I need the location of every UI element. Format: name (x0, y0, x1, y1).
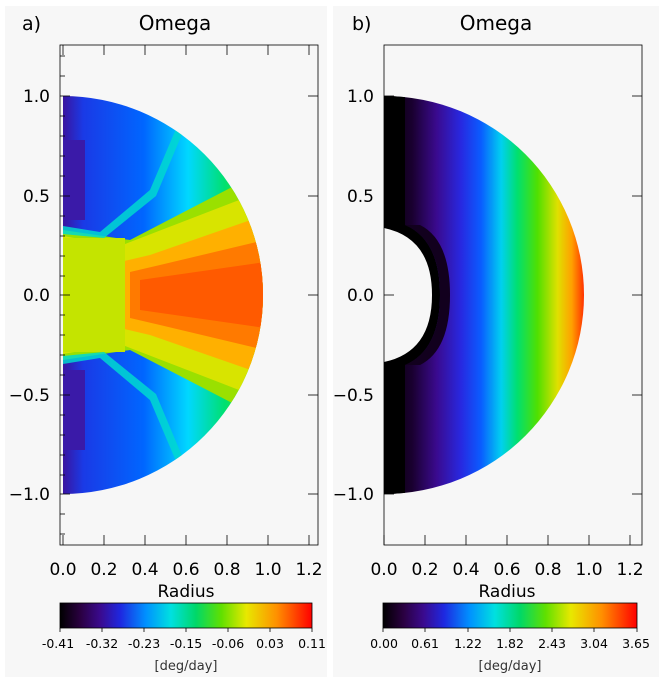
panel-a-colorbar-label: -0.15 (170, 636, 202, 651)
panel-b-x-ticks (383, 535, 631, 545)
panel-b-ytick-label: 0.5 (347, 187, 374, 207)
panel-b-ytick-label: −0.5 (333, 386, 374, 406)
panel-a-colorbar-label: -0.32 (86, 636, 118, 651)
panel-b-ytick-label: 1.0 (347, 87, 374, 107)
panel-a-xtick-label: 1.2 (295, 560, 322, 580)
panel-a-xtick-label: 0.6 (172, 560, 199, 580)
panel-b-xtick-label: 0.6 (493, 560, 520, 580)
panel-a-colorbar-label: 0.03 (256, 636, 284, 651)
panel-a-xlabel: Radius (157, 582, 214, 602)
panel-a-y-ticks (60, 55, 318, 535)
panel-b-xtick-label: 0.2 (411, 560, 438, 580)
panel-a-xtick-label: 1.0 (254, 560, 281, 580)
panel-b-colorbar-label: 1.22 (454, 636, 482, 651)
panel-b-x-tick-labels: 0.0 0.2 0.4 0.6 0.8 1.0 1.2 (370, 560, 643, 580)
panel-a-colorbar-label: -0.41 (42, 636, 74, 651)
panel-b-y-tick-labels: 1.0 0.5 0.0 −0.5 −1.0 (333, 87, 374, 505)
panel-a-colorbar-label: 0.11 (298, 636, 326, 651)
panel-a-colorbar-label: -0.06 (212, 636, 244, 651)
panel-b-y-ticks (384, 95, 642, 495)
panel-b-colorbar-ticks (382, 628, 638, 632)
panel-b: b) Omega 1.0 0.5 0.0 −0.5 (333, 6, 659, 677)
panel-a-title: Omega (139, 11, 211, 35)
panel-b-xtick-label: 0.4 (452, 560, 479, 580)
panel-a-colorbar-label: -0.23 (128, 636, 160, 651)
panel-b-xtick-label: 1.2 (616, 560, 643, 580)
panel-b-colorbar-label: 3.65 (622, 636, 650, 651)
panel-b-colorbar (382, 602, 638, 629)
panel-a-colorbar-ticks (59, 628, 313, 632)
panel-b-colorbar-label: 1.82 (496, 636, 524, 651)
panel-b-colorbar-label: 0.61 (411, 636, 439, 651)
panel-a-ytick-label: −1.0 (9, 485, 50, 505)
panel-a-x-ticks (62, 45, 310, 545)
panel-a-y-tick-labels: 1.0 0.5 0.0 −0.5 −1.0 (9, 87, 50, 505)
panel-b-xlabel: Radius (478, 582, 535, 602)
panel-a-ytick-label: 0.0 (23, 286, 50, 306)
panel-b-colorbar-label: 0.00 (370, 636, 398, 651)
panel-a-xtick-label: 0.8 (213, 560, 240, 580)
panel-a-xtick-label: 0.0 (49, 560, 76, 580)
panel-b-inner-cutout (384, 228, 432, 362)
panel-a-colorbar-tick-labels: -0.41 -0.32 -0.23 -0.15 -0.06 0.03 0.11 (42, 636, 326, 651)
panel-b-colorbar-label: 3.04 (580, 636, 608, 651)
panel-b-ytick-label: −1.0 (333, 485, 374, 505)
panel-b-colorbar-label: 2.43 (538, 636, 566, 651)
panel-a-ytick-label: 0.5 (23, 187, 50, 207)
panel-b-title: Omega (460, 11, 532, 35)
panel-b-colorbar-unit: [deg/day] (479, 659, 542, 674)
panel-b-ytick-label: 0.0 (347, 286, 374, 306)
panel-a: a) Omega (5, 6, 327, 677)
panel-b-xtick-label: 1.0 (575, 560, 602, 580)
panel-a-ytick-label: −0.5 (9, 386, 50, 406)
panel-a-label: a) (22, 13, 41, 35)
panel-a-xtick-label: 0.2 (90, 560, 117, 580)
panel-a-ytick-label: 1.0 (23, 87, 50, 107)
panel-b-xtick-label: 0.8 (534, 560, 561, 580)
panel-a-colorbar (59, 602, 313, 629)
panel-a-x-tick-labels: 0.0 0.2 0.4 0.6 0.8 1.0 1.2 (49, 560, 322, 580)
panel-b-label: b) (352, 13, 371, 35)
panel-a-colorbar-unit: [deg/day] (155, 659, 218, 674)
panel-a-xtick-label: 0.4 (131, 560, 158, 580)
panel-b-xtick-label: 0.0 (370, 560, 397, 580)
panel-b-colorbar-tick-labels: 0.00 0.61 1.22 1.82 2.43 3.04 3.65 (370, 636, 650, 651)
